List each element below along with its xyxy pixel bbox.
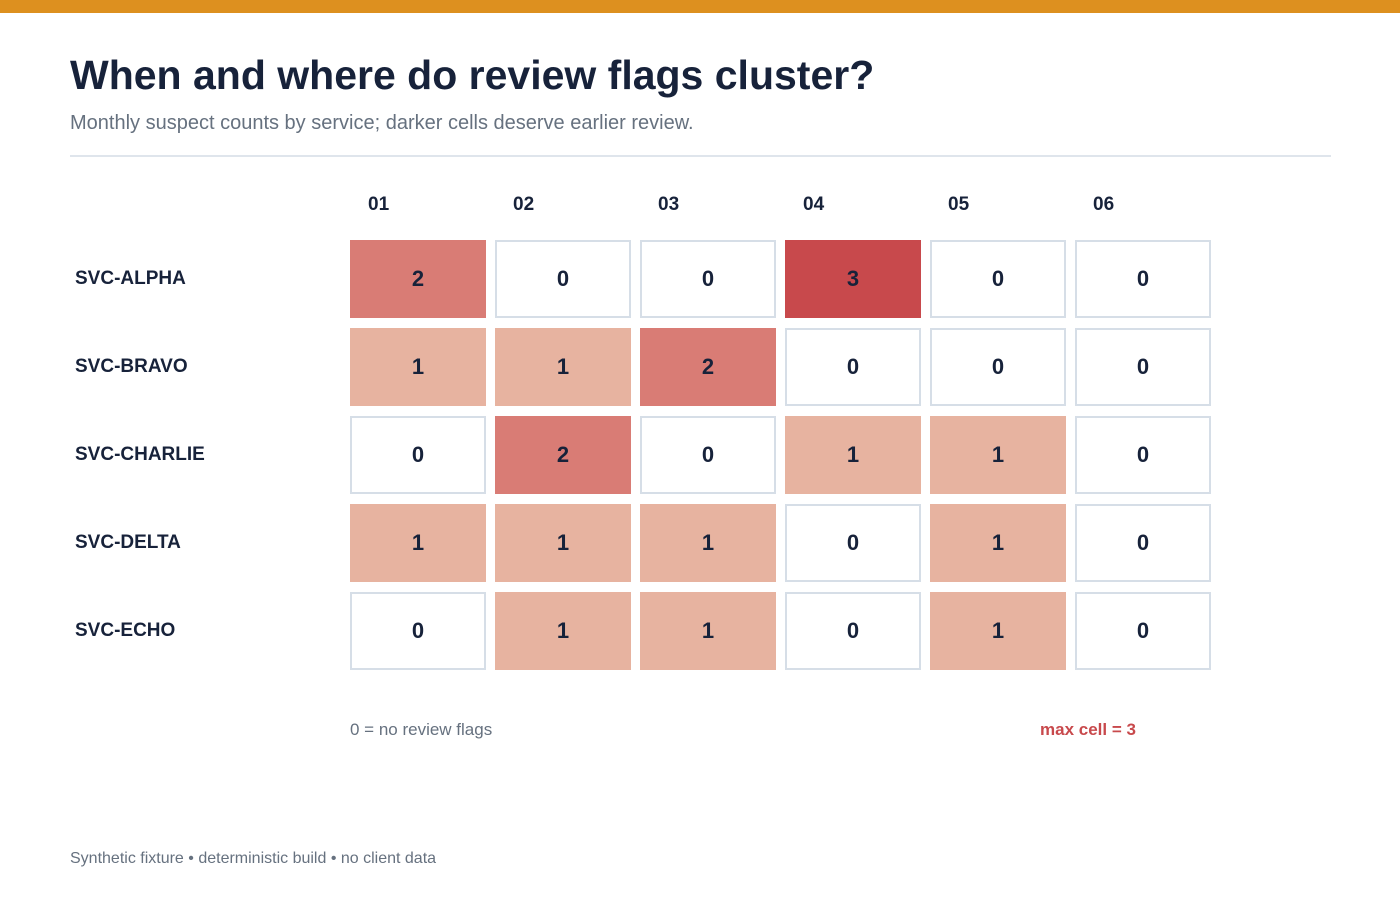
- heatmap-cell: 2: [350, 240, 486, 318]
- heatmap-cell: 0: [1075, 416, 1211, 494]
- heatmap-cell: 2: [495, 416, 631, 494]
- heatmap-cell: 1: [350, 504, 486, 582]
- column-label: 05: [948, 194, 970, 215]
- heatmap-cell: 0: [495, 240, 631, 318]
- row-label: SVC-ALPHA: [75, 268, 186, 289]
- legend-zero-note: 0 = no review flags: [350, 720, 493, 739]
- heatmap-cell: 1: [785, 416, 921, 494]
- heatmap-cell: 1: [640, 504, 776, 582]
- heatmap-cell: 1: [495, 592, 631, 670]
- heatmap-cell: 2: [640, 328, 776, 406]
- heatmap-cell: 0: [640, 416, 776, 494]
- column-label: 02: [513, 194, 535, 215]
- heatmap-cell: 0: [930, 240, 1066, 318]
- heatmap-cell: 1: [640, 592, 776, 670]
- heatmap-cell: 0: [1075, 328, 1211, 406]
- row-label: SVC-DELTA: [75, 532, 181, 553]
- heatmap-cell: 1: [495, 504, 631, 582]
- accent-bar: [0, 0, 1400, 13]
- heatmap-cell: 0: [930, 328, 1066, 406]
- column-label: 04: [803, 194, 825, 215]
- column-label: 06: [1093, 194, 1115, 215]
- heatmap-cell: 0: [785, 328, 921, 406]
- legend-max-note: max cell = 3: [1040, 720, 1136, 739]
- heatmap-cell: 1: [495, 328, 631, 406]
- heatmap-cell: 0: [350, 592, 486, 670]
- heatmap-cell: 0: [1075, 240, 1211, 318]
- heatmap-cell: 0: [1075, 592, 1211, 670]
- heatmap-cell: 1: [930, 504, 1066, 582]
- heatmap-cell: 0: [640, 240, 776, 318]
- heatmap-cell: 0: [1075, 504, 1211, 582]
- row-label: SVC-BRAVO: [75, 356, 188, 377]
- row-label: SVC-ECHO: [75, 620, 176, 641]
- column-label: 01: [368, 194, 390, 215]
- footer-note: Synthetic fixture • deterministic build …: [70, 850, 437, 867]
- heatmap-cell: 1: [350, 328, 486, 406]
- heatmap-cell: 1: [930, 592, 1066, 670]
- heatmap-cell: 0: [350, 416, 486, 494]
- heatmap-cell: 3: [785, 240, 921, 318]
- page-subtitle: Monthly suspect counts by service; darke…: [70, 112, 694, 134]
- row-label: SVC-CHARLIE: [75, 444, 205, 465]
- page-title: When and where do review flags cluster?: [70, 52, 875, 98]
- heatmap-cell: 1: [930, 416, 1066, 494]
- column-label: 03: [658, 194, 680, 215]
- heatmap-cell: 0: [785, 592, 921, 670]
- title-divider: [70, 155, 1331, 157]
- heatmap-cell: 0: [785, 504, 921, 582]
